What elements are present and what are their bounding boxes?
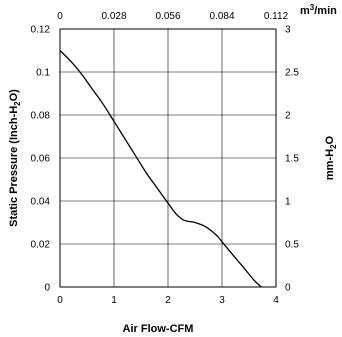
y2-tick-label: 1.5 — [285, 154, 299, 165]
x2-axis-unit: m3/min — [300, 3, 337, 17]
x2-tick-label: 0 — [57, 11, 63, 22]
x2-tick-labels: 0 0.028 0.056 0.084 0.112 — [57, 11, 288, 22]
pressure-curve — [59, 50, 262, 288]
y2-tick-labels: 0 0.5 1 1.5 2 2.5 3 — [285, 25, 299, 294]
x-tick-label: 4 — [273, 295, 279, 306]
y2-tick-label: 0 — [285, 283, 291, 294]
x2-tick-label: 0.084 — [209, 11, 234, 22]
y2-tick-label: 0.5 — [285, 240, 299, 251]
x-tick-labels: 0 1 2 3 4 — [57, 295, 279, 306]
y2-tick-label: 3 — [285, 25, 291, 36]
plot-frame — [59, 28, 277, 288]
y-tick-label: 0.1 — [36, 68, 50, 79]
y-tick-label: 0.12 — [31, 25, 51, 36]
y-tick-label: 0.08 — [31, 111, 51, 122]
y-tick-label: 0.04 — [31, 197, 51, 208]
y-tick-label: 0.02 — [31, 240, 51, 251]
y-axis-title: Static Pressure (Inch-H2O) — [8, 89, 22, 227]
y2-tick-label: 1 — [285, 197, 291, 208]
y2-tick-label: 2 — [285, 111, 291, 122]
grid — [60, 29, 276, 287]
x-tick-label: 2 — [165, 295, 171, 306]
x-tick-label: 1 — [111, 295, 117, 306]
y-tick-label: 0 — [44, 283, 50, 294]
x-tick-label: 0 — [57, 295, 63, 306]
x-tick-label: 3 — [219, 295, 225, 306]
x2-tick-label: 0.028 — [101, 11, 126, 22]
x2-tick-label: 0.112 — [264, 11, 289, 22]
y-tick-labels: 0 0.02 0.04 0.06 0.08 0.1 0.12 — [31, 25, 51, 294]
y-tick-label: 0.06 — [31, 154, 51, 165]
x-axis-title: Air Flow-CFM — [123, 323, 194, 335]
y2-tick-label: 2.5 — [285, 68, 299, 79]
x2-tick-label: 0.056 — [155, 11, 180, 22]
y2-axis-title: mm-H2O — [324, 135, 338, 180]
